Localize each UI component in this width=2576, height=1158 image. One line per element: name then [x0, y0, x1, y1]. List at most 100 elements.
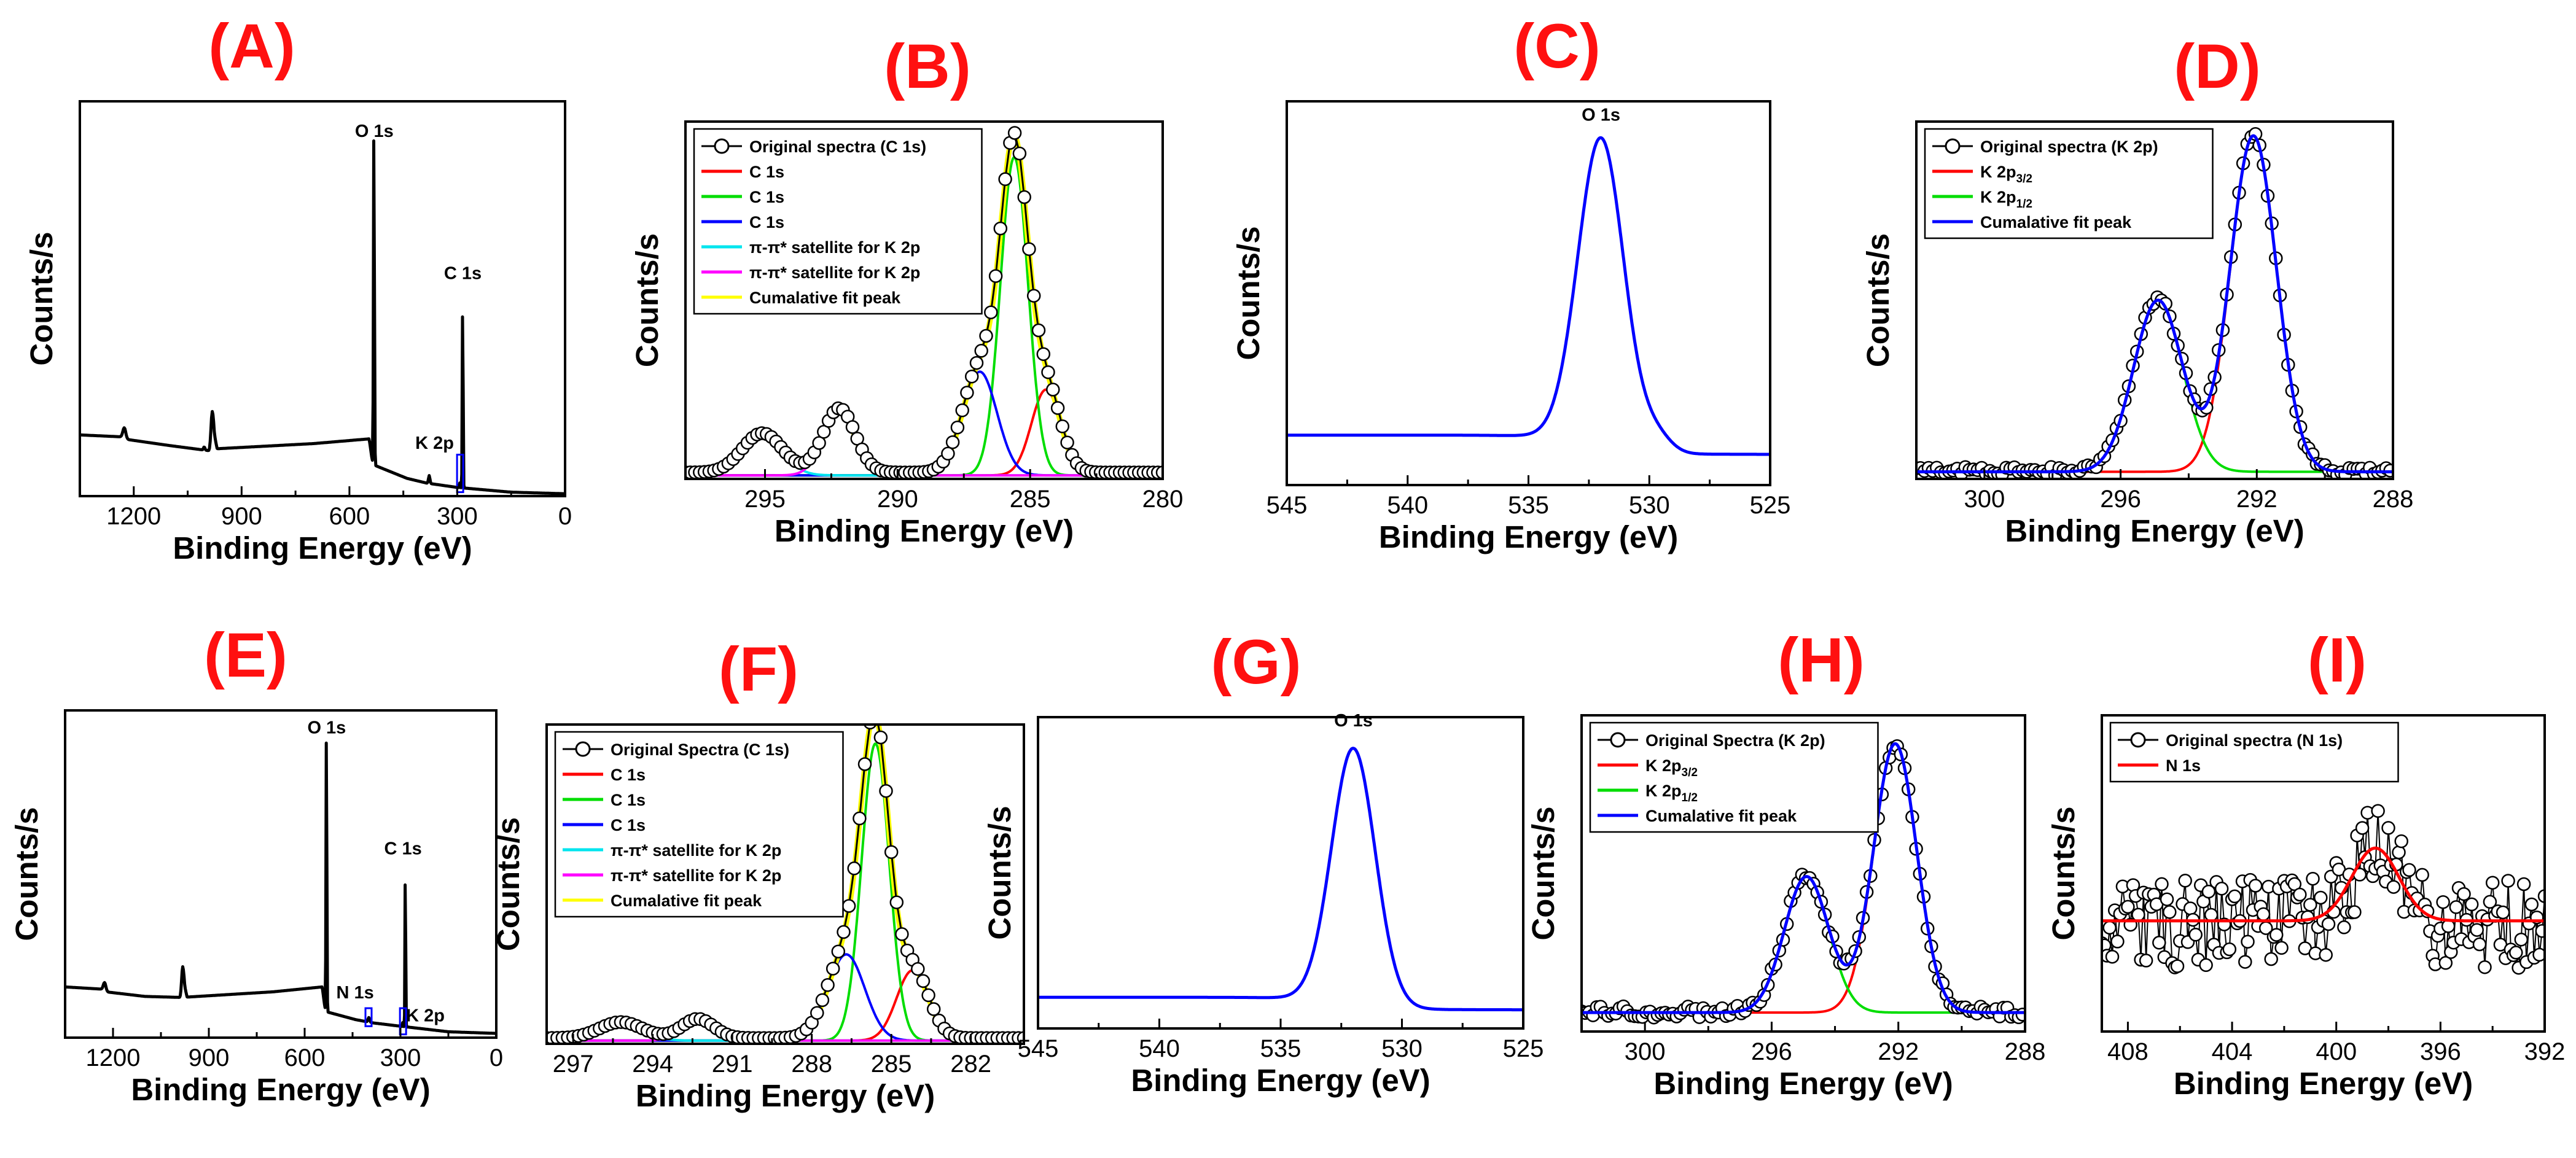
x-tick-label: 600 — [284, 1044, 326, 1071]
panel-label-H: (H) — [1778, 625, 1865, 695]
data-point — [2464, 897, 2479, 912]
x-tick-label: 288 — [2005, 1038, 2046, 1065]
x-tick-label: 545 — [1267, 492, 1308, 519]
y-axis-label: Counts/s — [1526, 806, 1561, 940]
data-point — [2478, 960, 2492, 974]
plot-area — [2102, 804, 2545, 975]
series-line — [1916, 299, 2393, 473]
data-point — [2496, 905, 2510, 920]
data-point — [895, 927, 909, 941]
series-line — [1582, 875, 2025, 1014]
chart-I: (I) 408 404 400 396 392 Binding Energy (eV) Cou… — [2046, 625, 2565, 1101]
legend-label: Original Spectra (K 2p) — [1645, 731, 1825, 750]
legend-label: π-π* satellite for K 2p — [749, 263, 920, 282]
data-point — [2516, 877, 2531, 892]
chart-F: (F) 297 294 291 288 285 282 Binding Energy (eV)… — [491, 634, 1025, 1113]
peak-annotation: C 1s — [384, 839, 422, 859]
data-point — [916, 974, 931, 989]
chart-G: (G) 545 540 535 530 525 Binding Energy (eV) Cou… — [982, 627, 1544, 1098]
data-point — [2524, 897, 2539, 912]
chart-B: (B) 295 290 285 280 Binding Energy (eV) Counts… — [630, 31, 1183, 548]
data-point — [2264, 952, 2278, 966]
data-point — [2199, 958, 2213, 973]
plot-area — [1916, 127, 2393, 479]
x-tick-label: 535 — [1508, 492, 1549, 519]
legend-label: π-π* satellite for K 2p — [611, 841, 781, 860]
peak-annotation: N 1s — [337, 983, 374, 1003]
x-tick-label: 288 — [2373, 486, 2414, 513]
region-marker — [456, 453, 464, 494]
data-point — [2514, 932, 2529, 947]
data-point — [2485, 876, 2500, 890]
chart-H: (H) 300 296 292 288 Binding Energy (eV) Counts… — [1526, 625, 2045, 1101]
y-axis-label: Counts/s — [630, 233, 665, 367]
x-tick-label: 1200 — [106, 503, 161, 530]
data-point — [1022, 242, 1036, 256]
data-point — [2204, 907, 2219, 922]
x-tick-label: 285 — [1010, 486, 1051, 513]
data-point — [2449, 900, 2464, 914]
plot-frame — [545, 723, 1025, 1045]
panel-label-F: (F) — [719, 634, 798, 704]
data-point — [979, 328, 993, 343]
legend-label: C 1s — [749, 163, 784, 181]
data-point — [2110, 935, 2125, 949]
data-point — [926, 1002, 941, 1016]
x-axis-label: Binding Energy (eV) — [1653, 1066, 1953, 1101]
data-point — [1017, 190, 1031, 204]
x-tick-label: 292 — [1878, 1038, 1919, 1065]
peak-annotation: C 1s — [444, 263, 482, 283]
x-tick-label: 0 — [558, 503, 572, 530]
legend-label: C 1s — [611, 816, 646, 834]
legend-marker — [575, 741, 591, 757]
data-point — [2139, 954, 2153, 968]
data-point — [853, 811, 867, 826]
x-tick-label: 296 — [2100, 486, 2141, 513]
data-point — [1041, 365, 1055, 379]
data-point — [2535, 923, 2545, 938]
x-tick-label: 540 — [1387, 492, 1428, 519]
data-point — [847, 861, 861, 876]
x-axis-label: Binding Energy (eV) — [1379, 519, 1678, 554]
legend: Original spectra (K 2p)K 2p3/2K 2p1/2Cum… — [1924, 128, 2214, 239]
data-point — [1060, 435, 1074, 449]
plot-area — [1287, 136, 1770, 456]
data-point — [2256, 907, 2271, 922]
peak-annotation: K 2p — [415, 433, 454, 453]
panel-label-G: (G) — [1211, 627, 1301, 697]
x-tick-label: 900 — [221, 503, 262, 530]
data-point — [1026, 289, 1041, 303]
data-point — [2415, 868, 2429, 882]
data-point — [993, 221, 1008, 236]
data-point — [2438, 956, 2453, 970]
plot-frame — [79, 100, 566, 497]
plot-area — [65, 741, 496, 1036]
data-point — [2532, 947, 2545, 962]
legend-label: C 1s — [749, 188, 784, 206]
data-point — [1036, 347, 1051, 361]
data-point — [2105, 949, 2120, 964]
panel-label-I: (I) — [2308, 625, 2367, 695]
peak-annotation: O 1s — [1582, 105, 1620, 125]
panel-label-A: (A) — [208, 11, 295, 81]
data-point — [1050, 401, 1065, 415]
data-point — [2306, 871, 2320, 886]
data-point — [2015, 1008, 2025, 1022]
data-point — [960, 386, 974, 400]
x-tick-label: 0 — [490, 1044, 503, 1071]
y-axis-label: Counts/s — [491, 817, 526, 951]
x-tick-label: 285 — [871, 1051, 912, 1078]
x-tick-label: 300 — [1964, 486, 2005, 513]
data-point — [2501, 874, 2515, 888]
data-point — [879, 783, 893, 798]
peak-annotation: O 1s — [307, 718, 346, 737]
x-tick-label: 530 — [1629, 492, 1670, 519]
data-point — [2319, 947, 2333, 962]
data-point — [998, 172, 1012, 187]
x-axis-label: Binding Energy (eV) — [775, 513, 1074, 548]
x-tick-label: 292 — [2236, 486, 2277, 513]
data-point — [2121, 900, 2135, 914]
data-point — [1155, 465, 1163, 479]
legend-label: Cumalative fit peak — [1645, 807, 1797, 825]
